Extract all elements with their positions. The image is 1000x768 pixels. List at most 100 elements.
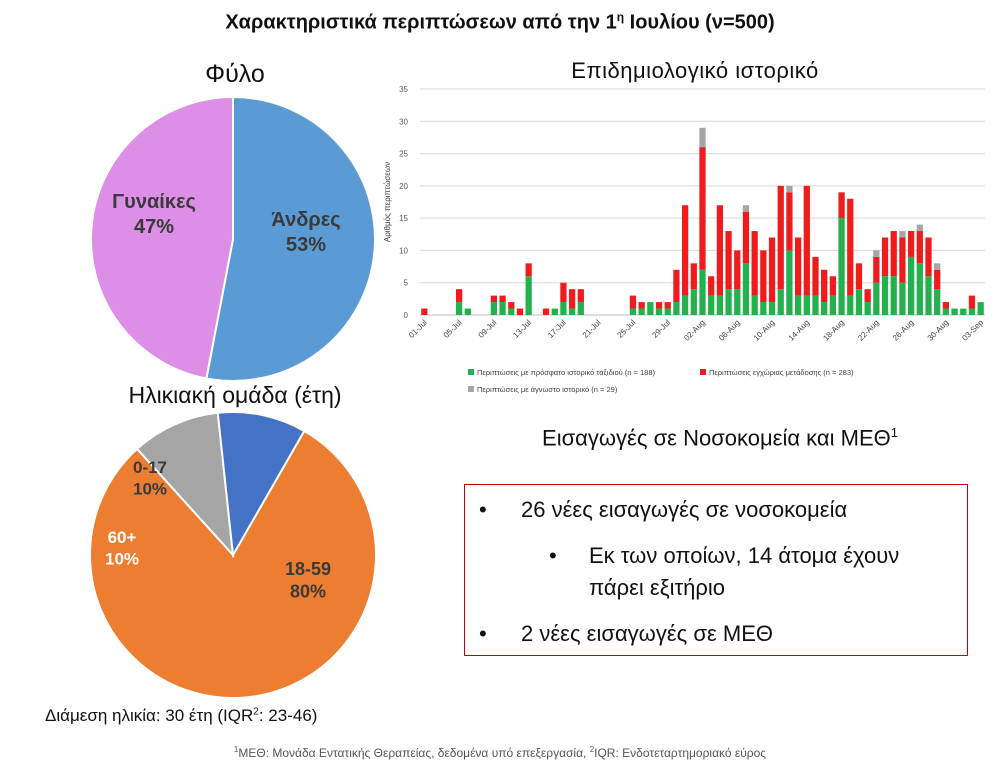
gender-percent-1: 47% (134, 216, 174, 238)
epi-ytick-label: 20 (399, 182, 408, 191)
footnote-part-2: IQR: Ενδοτεταρτημοριακό εύρος (594, 746, 767, 760)
epi-xtick-label: 26-Aug (891, 318, 916, 343)
epi-bar-segment (716, 205, 724, 296)
epi-bar-segment (907, 231, 915, 257)
epi-bar-segment (629, 308, 637, 315)
epi-bar-segment (786, 192, 793, 251)
age-slice-0 (90, 429, 377, 699)
epi-xtick-label: 18-Aug (821, 318, 846, 343)
epi-bar-segment (934, 269, 941, 290)
epi-xtick-label: 25-Jul (616, 318, 638, 340)
epi-bar-segment (786, 250, 793, 315)
footnote-sup-2: 2 (589, 745, 595, 754)
epi-bar-segment (508, 302, 515, 309)
epi-xtick-label: 10-Aug (752, 318, 777, 343)
epi-bar-segment (899, 231, 906, 238)
epi-bar-segment (873, 256, 880, 283)
epi-bar-segment (508, 308, 515, 315)
epi-bar-segment (942, 302, 950, 309)
epi-bar-segment (542, 308, 550, 315)
epi-xtick-label: 02-Aug (682, 318, 707, 343)
median-age-text: Διάμεση ηλικία: 30 έτη (IQR2: 23-46) (45, 706, 317, 726)
epi-bar-segment (638, 308, 645, 315)
epi-bar-segment (560, 282, 567, 303)
epi-bar-segment (960, 308, 967, 315)
epi-bar-segment (699, 147, 706, 270)
epi-bar-segment (864, 302, 871, 315)
footnote-sup-1: 1 (233, 745, 239, 754)
epi-bar-segment (907, 256, 915, 315)
epi-bar-segment (699, 127, 706, 148)
epi-ylabel: Αριθμός περιπτώσεων (383, 162, 392, 242)
epi-bar-segment (977, 302, 984, 315)
epi-bar-segment (864, 289, 871, 303)
epi-bar-segment (690, 289, 697, 315)
epi-bar-segment (725, 231, 732, 290)
epi-bar-segment (899, 282, 906, 315)
age-percent-2: 10% (133, 479, 167, 498)
epi-bar-segment (681, 205, 689, 296)
epi-bar-segment (768, 237, 776, 303)
epi-bar-segment (812, 256, 819, 296)
epi-ytick-label: 25 (399, 150, 408, 159)
median-sup: 2 (253, 706, 259, 718)
epi-bar-segment (925, 237, 932, 277)
epi-bar-segment (916, 263, 923, 315)
epi-bar-segment (421, 308, 428, 315)
gender-slice-1 (90, 96, 234, 380)
age-percent-1: 10% (105, 549, 139, 568)
epi-bar-segment (803, 295, 810, 315)
epi-bar-segment (751, 231, 758, 296)
epi-bar-segment (916, 231, 923, 264)
epi-bar-segment (673, 302, 680, 315)
page-title-text: Χαρακτηριστικά περιπτώσεων από την 1 (225, 11, 617, 34)
epi-xtick-label: 03-Sep (960, 318, 985, 343)
epi-bar-segment (716, 295, 724, 315)
epi-bar-segment (690, 263, 697, 290)
hospital-title: Εισαγωγές σε Νοσοκομεία και ΜΕΘ1 (470, 425, 970, 451)
epi-bar-segment (942, 308, 950, 315)
epi-bar-segment (525, 276, 532, 315)
age-percent-0: 80% (290, 582, 326, 602)
epi-xtick-label: 22-Aug (856, 318, 881, 343)
epi-bar-segment (681, 295, 689, 315)
epi-legend-label: Περιπτώσεις εγχώριας μετάδοσης (n = 283) (709, 368, 854, 377)
epi-xtick-label: 06-Aug (717, 318, 742, 343)
page-title: Χαρακτηριστικά περιπτώσεων από την 1η Ιο… (0, 10, 1000, 35)
epi-bar-segment (490, 302, 498, 315)
median-text: Διάμεση ηλικία: 30 έτη (IQR (45, 706, 254, 725)
age-chart-title: Ηλικιακή ομάδα (έτη) (128, 382, 342, 408)
epi-bar-segment (734, 250, 741, 290)
gender-chart-title: Φύλο (205, 60, 265, 88)
epi-bar-segment (855, 289, 863, 315)
age-label-2: 0-17 (133, 458, 167, 477)
epi-legend-label: Περιπτώσεις με άγνωστο ιστορικό (n = 29) (477, 385, 618, 394)
epi-bar-segment (794, 237, 802, 296)
epi-bar-segment (812, 295, 819, 315)
epi-bar-segment (821, 302, 828, 315)
epi-bar-segment (881, 276, 889, 315)
epi-ytick-label: 30 (399, 117, 408, 126)
epi-bar-segment (568, 289, 576, 309)
epi-bar-segment (699, 269, 706, 315)
age-label-1: 60+ (108, 528, 137, 547)
epi-bar-segment (777, 289, 784, 315)
gender-pie-chart: Άνδρες 53% Γυναίκες 47% (90, 96, 376, 382)
epi-bar-segment (655, 308, 663, 315)
gender-slice-0 (205, 96, 376, 382)
epi-bar-segment (568, 308, 576, 315)
epi-xtick-label: 21-Jul (581, 318, 603, 340)
epi-bar-segment (647, 302, 654, 315)
epi-xtick-label: 29-Jul (650, 318, 672, 340)
bullet-dot: • (479, 621, 487, 646)
bullet-hospital-admissions: 26 νέες εισαγωγές σε νοσοκομεία (521, 497, 848, 522)
epi-bar-segment (968, 308, 976, 315)
epi-bar-segment (925, 276, 932, 315)
epi-bar-segment (673, 269, 680, 303)
footnote: 1ΜΕΘ: Μονάδα Εντατικής Θεραπείας, δεδομέ… (0, 745, 1000, 760)
epi-bar-segment (821, 269, 828, 303)
gender-label-0: Άνδρες (271, 209, 340, 231)
age-slice-1 (135, 411, 235, 558)
epi-bar-segment (455, 289, 463, 303)
median-tail: : 23-46) (258, 706, 318, 725)
